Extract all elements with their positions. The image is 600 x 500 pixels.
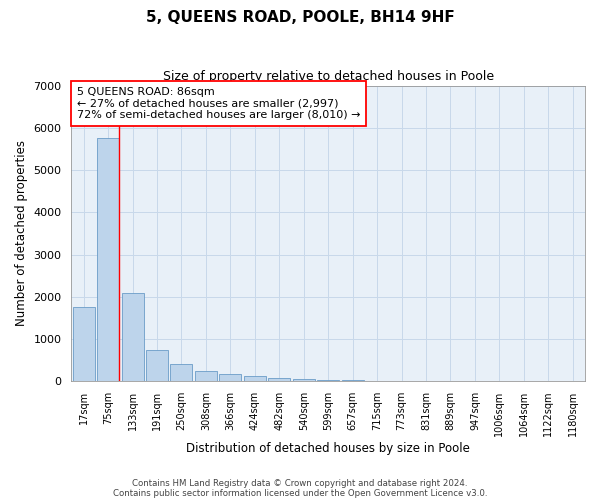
Bar [73,308,95,381]
Bar [146,350,168,381]
Text: 5, QUEENS ROAD, POOLE, BH14 9HF: 5, QUEENS ROAD, POOLE, BH14 9HF [146,10,454,25]
Bar [195,370,217,381]
Bar [97,138,119,381]
X-axis label: Distribution of detached houses by size in Poole: Distribution of detached houses by size … [186,442,470,455]
Bar [244,376,266,381]
Bar [122,292,143,381]
Bar [317,380,339,381]
Text: Contains public sector information licensed under the Open Government Licence v3: Contains public sector information licen… [113,488,487,498]
Bar [268,378,290,381]
Bar [220,374,241,381]
Text: 5 QUEENS ROAD: 86sqm
← 27% of detached houses are smaller (2,997)
72% of semi-de: 5 QUEENS ROAD: 86sqm ← 27% of detached h… [77,87,360,120]
Bar [341,380,364,381]
Text: Contains HM Land Registry data © Crown copyright and database right 2024.: Contains HM Land Registry data © Crown c… [132,478,468,488]
Bar [293,379,315,381]
Title: Size of property relative to detached houses in Poole: Size of property relative to detached ho… [163,70,494,83]
Y-axis label: Number of detached properties: Number of detached properties [15,140,28,326]
Bar [170,364,193,381]
